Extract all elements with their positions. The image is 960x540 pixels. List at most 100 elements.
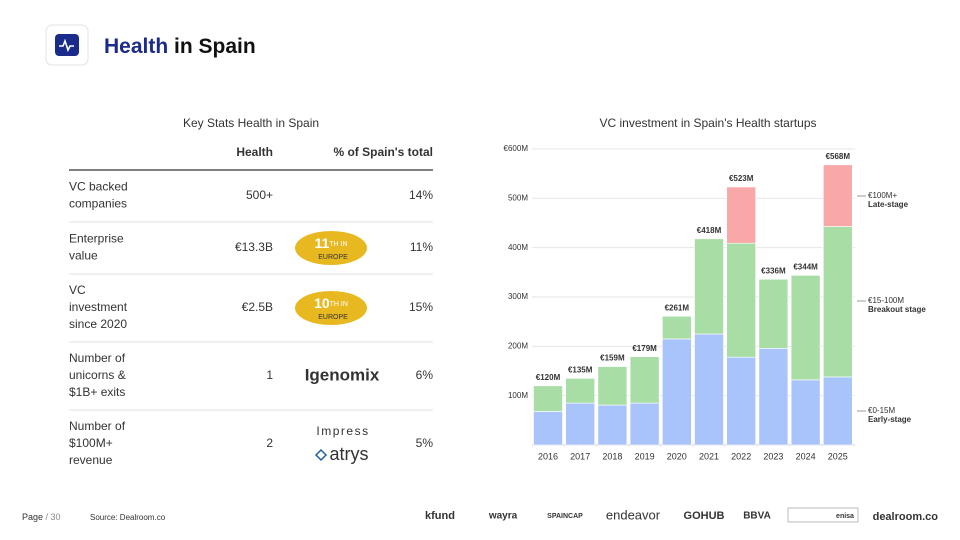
x-tick-label: 2018	[602, 451, 622, 461]
health-value: 2	[266, 436, 273, 450]
badge-sub: EUROPE	[318, 314, 348, 321]
x-tick-label: 2023	[763, 451, 783, 461]
bar-segment	[597, 404, 628, 446]
page-total: / 30	[46, 512, 61, 522]
legend-label: Breakout stage	[868, 305, 926, 314]
icon-glyph	[59, 38, 74, 53]
logo-diamond	[314, 448, 328, 462]
badge-rank: 11TH IN	[314, 235, 347, 251]
row-label: VC	[69, 283, 86, 297]
stage-range: €15-100M	[868, 296, 904, 305]
badge-rank: 10TH IN	[314, 295, 348, 311]
y-tick-label: 200M	[508, 341, 528, 350]
table-title: Key Stats Health in Spain	[183, 116, 319, 130]
row-label: revenue	[69, 453, 113, 467]
bar-segment	[726, 186, 757, 244]
health-value: 500+	[246, 188, 273, 202]
bar-segment	[758, 348, 789, 446]
partner-logo: BBVA	[743, 511, 771, 522]
row-label: companies	[69, 197, 127, 211]
row-label: since 2020	[69, 317, 127, 331]
bar-segment	[726, 356, 757, 446]
partner-logo: kfund	[425, 510, 455, 522]
bar-segment	[726, 242, 757, 358]
title: Health in Spain	[104, 35, 256, 58]
legend-label: Late-stage	[868, 200, 909, 209]
bar-segment	[661, 315, 692, 340]
row-label: $100M+	[69, 436, 113, 450]
x-tick-label: 2022	[731, 451, 751, 461]
bar-segment	[822, 164, 853, 227]
bar-segment	[694, 238, 724, 335]
title-highlight: Health	[104, 35, 168, 58]
bar-segment	[597, 366, 628, 406]
stage-range: €0-15M	[868, 406, 895, 415]
bar-segment	[790, 274, 821, 381]
company-logo: atrys	[329, 444, 368, 464]
stage-range: €100M+	[868, 191, 897, 200]
y-tick-label: 300M	[508, 292, 528, 301]
share-value: 6%	[416, 368, 434, 382]
bar-segment	[533, 411, 563, 446]
total-label: €135M	[568, 366, 593, 375]
row-label: unicorns &	[69, 368, 126, 382]
chart-title: VC investment in Spain's Health startups	[599, 116, 816, 130]
bar-segment	[629, 402, 660, 446]
total-label: €159M	[600, 354, 625, 363]
y-tick-label: 100M	[508, 391, 528, 400]
column-header: Health	[236, 145, 273, 159]
y-tick-label: €600M	[504, 144, 529, 153]
legend-label: Early-stage	[868, 415, 912, 424]
x-tick-label: 2025	[828, 451, 848, 461]
total-label: €261M	[665, 303, 690, 312]
partner-logo: SPAINCAP	[547, 513, 583, 520]
bar-segment	[629, 356, 660, 404]
company-logo: Igenomix	[305, 365, 380, 384]
bar-segment	[565, 378, 596, 404]
share-value: 11%	[410, 240, 433, 254]
x-tick-label: 2020	[667, 451, 687, 461]
bar-segment	[758, 278, 789, 349]
row-label: Enterprise	[69, 232, 124, 246]
row-label: Number of	[69, 351, 126, 365]
y-tick-label: 400M	[508, 243, 528, 252]
company-logo: Impress	[316, 424, 369, 438]
bar-segment	[822, 376, 853, 446]
rank-badge	[295, 231, 367, 265]
row-label: Number of	[69, 419, 126, 433]
total-label: €568M	[826, 152, 851, 161]
bar-segment	[694, 333, 724, 446]
page-word: Page	[22, 512, 43, 522]
health-value: 1	[266, 368, 273, 382]
y-tick-label: 500M	[508, 193, 528, 202]
brand: dealroom.co	[873, 511, 939, 523]
bar-segment	[661, 338, 692, 446]
badge-suffix: TH IN	[329, 241, 347, 248]
title-rest: in Spain	[174, 35, 256, 58]
total-label: €523M	[729, 174, 754, 183]
badge-number: 11	[314, 235, 329, 251]
row-label: $1B+ exits	[69, 385, 125, 399]
x-tick-label: 2016	[538, 451, 558, 461]
x-tick-label: 2019	[635, 451, 655, 461]
partner-logo: GOHUB	[684, 510, 725, 522]
column-header: % of Spain's total	[333, 145, 433, 159]
health-value: €13.3B	[235, 240, 273, 254]
bar-segment	[565, 402, 596, 446]
partner-logo: enisa	[836, 513, 854, 520]
row-label: investment	[69, 300, 128, 314]
share-value: 14%	[409, 188, 433, 202]
partner-frame	[787, 507, 859, 523]
total-label: €120M	[536, 373, 561, 382]
bar-segment	[790, 379, 821, 446]
rank-badge	[295, 291, 367, 325]
row-label: value	[69, 249, 98, 263]
share-value: 5%	[416, 436, 434, 450]
x-tick-label: 2017	[570, 451, 590, 461]
total-label: €418M	[697, 226, 722, 235]
badge-suffix: TH IN	[330, 301, 348, 308]
page-label: Page / 30	[22, 512, 61, 522]
source: Source: Dealroom.co	[90, 513, 166, 522]
x-tick-label: 2024	[796, 451, 816, 461]
